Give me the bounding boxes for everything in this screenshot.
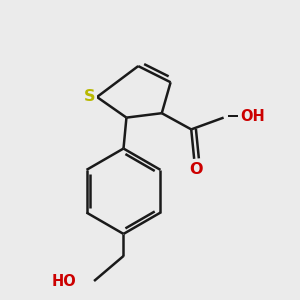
Text: HO: HO [52, 274, 76, 289]
Text: OH: OH [240, 109, 265, 124]
Text: O: O [189, 162, 202, 177]
Text: S: S [84, 89, 95, 104]
